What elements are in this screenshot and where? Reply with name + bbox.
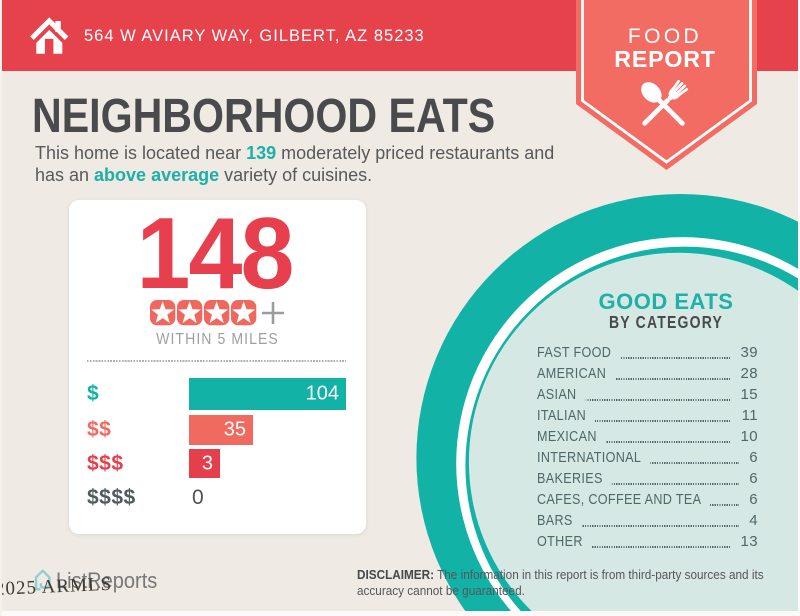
svg-text:REPORT: REPORT: [614, 46, 715, 72]
svg-text:FOOD: FOOD: [628, 25, 702, 48]
